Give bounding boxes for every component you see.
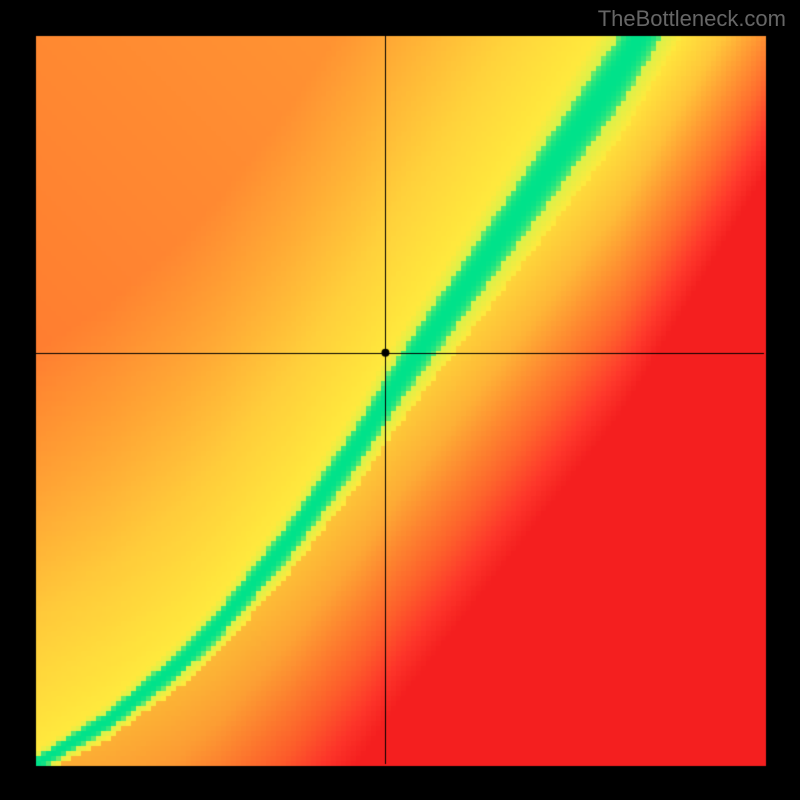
watermark-text: TheBottleneck.com [598,6,786,32]
heatmap-canvas [0,0,800,800]
bottleneck-heatmap-chart: TheBottleneck.com [0,0,800,800]
